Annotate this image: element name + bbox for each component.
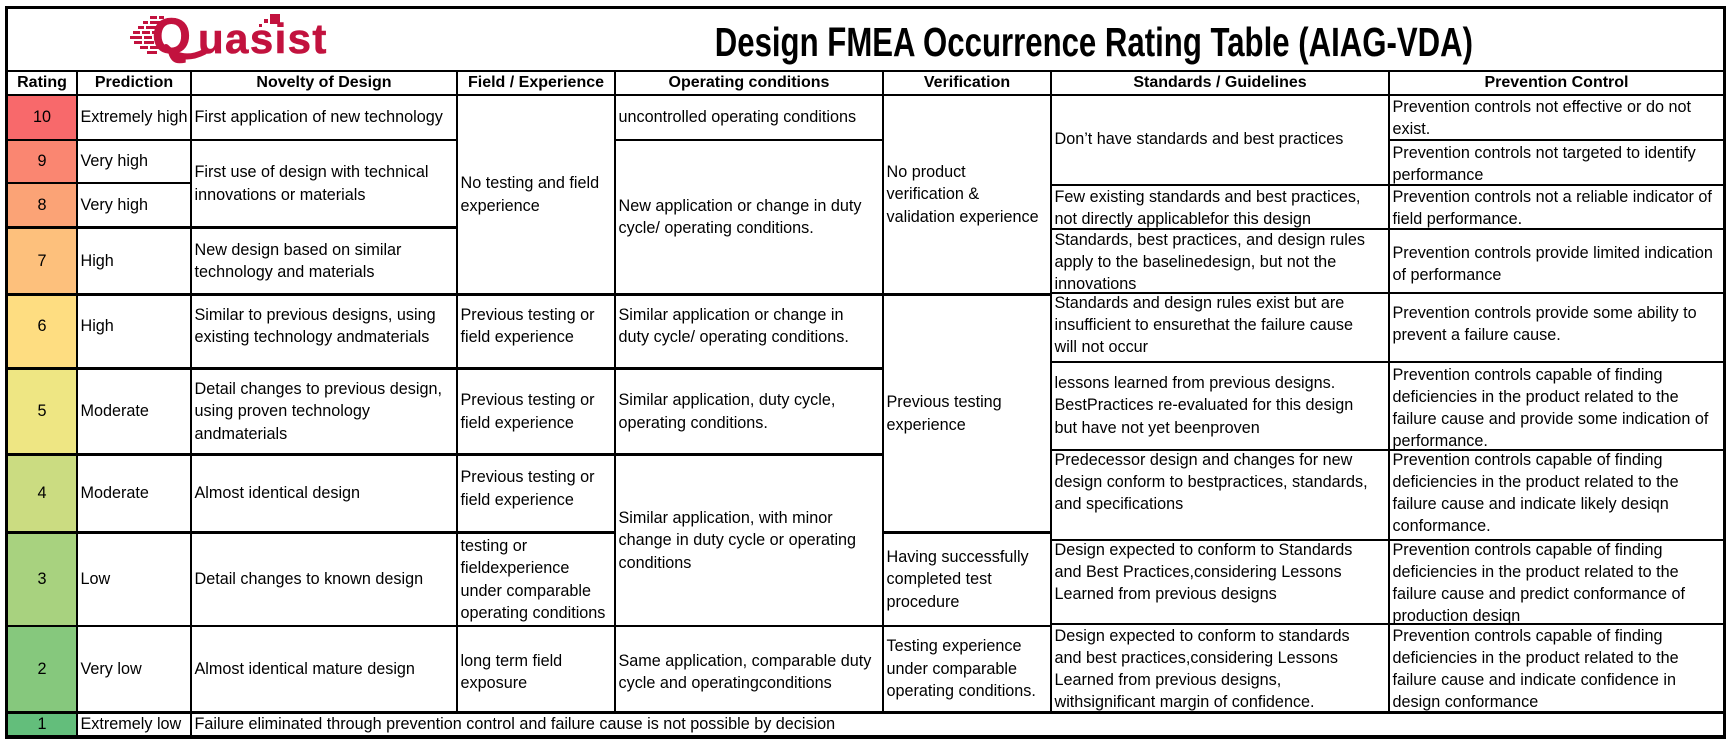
svg-text:Q: Q (152, 9, 191, 64)
svg-text:uasist: uasist (198, 15, 328, 62)
